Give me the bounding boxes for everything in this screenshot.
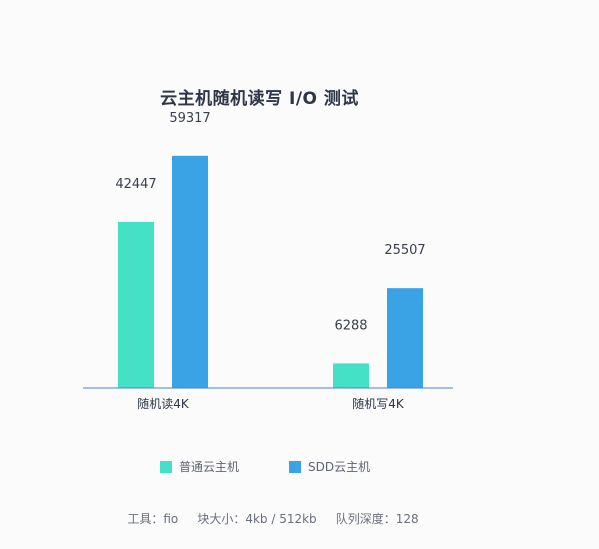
bar-series-1-category-2[interactable] bbox=[333, 363, 369, 388]
value-label-series-2-category-2: 25507 bbox=[384, 243, 425, 258]
legend-swatch-series-1 bbox=[160, 460, 172, 473]
legend-swatch-series-2 bbox=[289, 460, 302, 473]
value-label-series-1-category-1: 42447 bbox=[115, 177, 156, 192]
chart-title: 云主机随机读写 I/O 测试 bbox=[160, 89, 359, 109]
legend-item-series-2[interactable]: SDD云主机 bbox=[289, 458, 370, 475]
value-label-series-2-category-1: 59317 bbox=[169, 111, 210, 126]
legend-label-series-2: SDD云主机 bbox=[308, 460, 371, 474]
test-config-footnote: 工具：fio 块大小：4kb / 512kb 队列深度：128 bbox=[127, 512, 419, 526]
chart-legend: 普通云主机 SDD云主机 bbox=[160, 458, 370, 475]
bars-layer bbox=[118, 155, 423, 388]
bar-series-2-category-1[interactable] bbox=[172, 155, 208, 388]
labels-layer: 42447 6288 59317 25507 随机读4K 随机写4K bbox=[115, 111, 425, 411]
x-tick-label-1: 随机读4K bbox=[137, 396, 190, 411]
legend-label-series-1: 普通云主机 bbox=[179, 460, 240, 474]
value-label-series-1-category-2: 6288 bbox=[334, 318, 367, 333]
bar-series-2-category-2[interactable] bbox=[387, 288, 423, 388]
legend-item-series-1[interactable]: 普通云主机 bbox=[160, 458, 239, 475]
x-tick-label-2: 随机写4K bbox=[352, 396, 405, 411]
bar-series-1-category-1[interactable] bbox=[118, 221, 154, 388]
